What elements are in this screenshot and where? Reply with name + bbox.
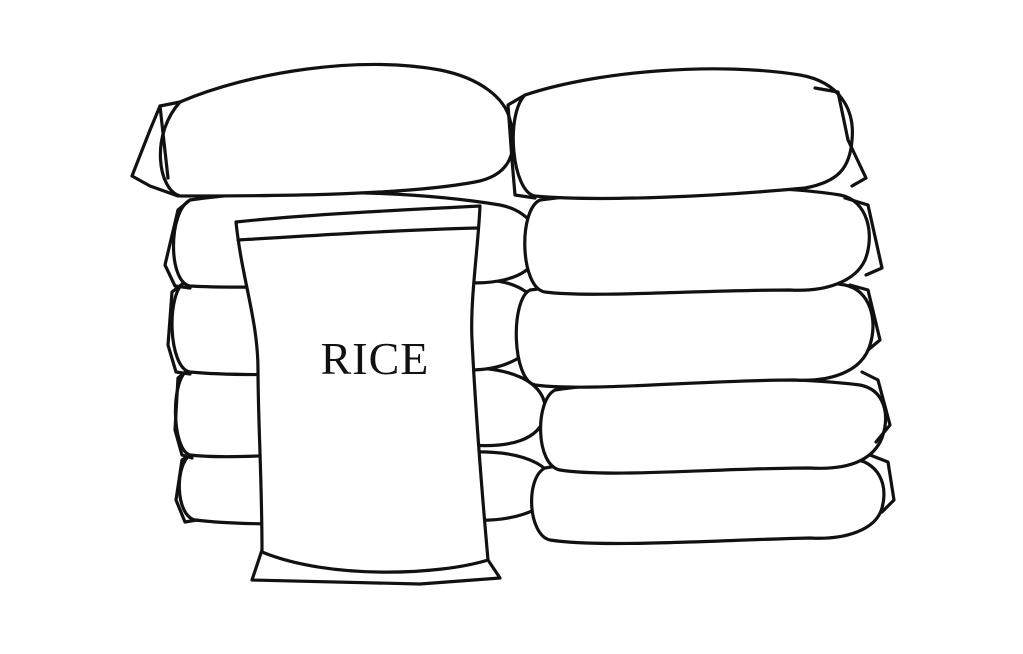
- right-sack-stack: [506, 67, 896, 546]
- left-stack-sack-4-end: [173, 368, 194, 460]
- front-rice-bag: [234, 204, 502, 586]
- right-stack-top-sack: [511, 67, 854, 201]
- front-bag-body: [234, 204, 490, 574]
- front-bag-top-seam: [236, 226, 480, 242]
- right-stack-sack-2-end: [843, 196, 884, 277]
- right-stack-sack-2: [523, 186, 871, 296]
- right-stack-sack-5-end: [868, 453, 896, 514]
- left-stack-top-sack-fold: [158, 104, 170, 180]
- left-stack-top-sack: [158, 62, 515, 198]
- front-bag-bottom-flap: [250, 548, 502, 586]
- right-stack-top-sack-end: [813, 86, 868, 188]
- right-stack-sack-3-end: [848, 283, 882, 352]
- right-stack-sack-4-end: [860, 370, 892, 444]
- right-stack-top-sack-left-end: [506, 93, 537, 200]
- left-stack-sack-3-end: [166, 280, 192, 376]
- left-stack-sack-5-end: [174, 453, 199, 524]
- left-stack-top-sack-end: [130, 100, 182, 198]
- right-stack-sack-4: [538, 377, 888, 475]
- rice-bag-label: RICE: [320, 333, 430, 384]
- left-stack-sack-2-end: [163, 198, 192, 290]
